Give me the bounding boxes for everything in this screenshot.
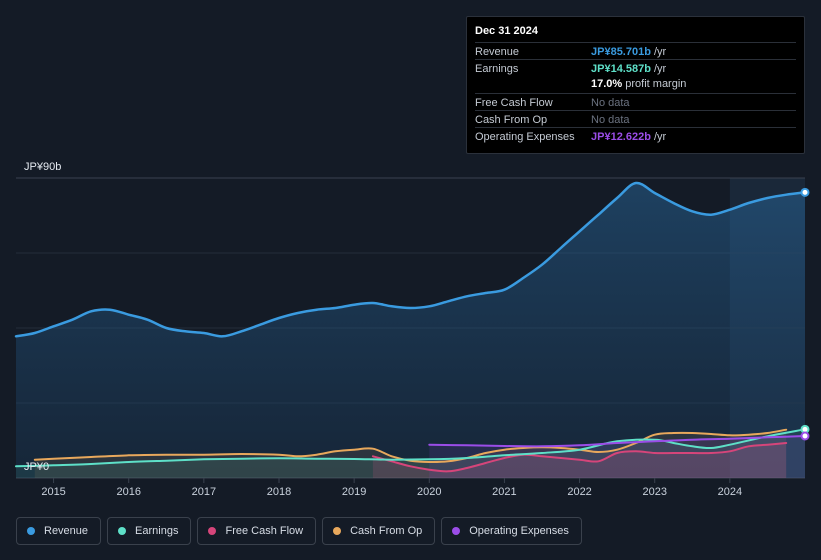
tooltip-label: Revenue: [475, 46, 520, 58]
tooltip-row-cash-from-op: Cash From Op No data: [475, 110, 796, 128]
legend-item-revenue[interactable]: Revenue: [16, 517, 102, 545]
free-cash-flow-dot-icon: [208, 527, 217, 535]
tooltip-panel: Dec 31 2024 Revenue JP¥85.701b /yr Earni…: [466, 16, 805, 154]
tooltip-label: Earnings: [475, 63, 519, 75]
earnings-dot-icon: [118, 527, 127, 535]
legend-item-operating-expenses[interactable]: Operating Expenses: [441, 517, 582, 545]
x-tick-label: 2023: [642, 486, 666, 498]
x-tick-label: 2021: [492, 486, 516, 498]
x-tick-label: 2016: [116, 486, 140, 498]
operating-expenses-dot-icon: [452, 527, 461, 535]
revenue-line: [14, 181, 807, 338]
y-axis-min-label: JP¥0: [24, 461, 49, 473]
tooltip-label: Free Cash Flow: [475, 97, 553, 109]
tooltip-profit-margin: 17.0% profit margin: [591, 78, 687, 90]
legend-label: Revenue: [44, 525, 89, 537]
tooltip-row-earnings: Earnings JP¥14.587b /yr: [475, 59, 796, 77]
legend-label: Earnings: [135, 525, 179, 537]
cash-from-op-dot-icon: [333, 527, 342, 535]
tooltip-row-free-cash-flow: Free Cash Flow No data: [475, 93, 796, 111]
x-tick-label: 2018: [267, 486, 291, 498]
legend-label: Cash From Op: [350, 525, 423, 537]
legend-item-cash-from-op[interactable]: Cash From Op: [322, 517, 436, 545]
tooltip-date: Dec 31 2024: [475, 25, 538, 37]
legend-item-free-cash-flow[interactable]: Free Cash Flow: [197, 517, 317, 545]
tooltip-value: No data: [591, 114, 630, 126]
x-tick-label: 2022: [567, 486, 591, 498]
x-axis-ticks: 2015 2016 2017 2018 2019 2020 2021 2022 2023 2024: [41, 478, 742, 498]
tooltip-value: JP¥85.701b /yr: [591, 46, 667, 58]
series-endpoints: [800, 187, 810, 441]
revenue-dot-icon: [27, 527, 35, 535]
operating-expenses-line: [428, 435, 806, 448]
revenue-endpoint: [800, 187, 810, 197]
x-tick-label: 2024: [718, 486, 742, 498]
series-lines: [14, 181, 807, 473]
earnings-area: [16, 429, 805, 478]
legend-label: Free Cash Flow: [225, 525, 304, 537]
legend-item-earnings[interactable]: Earnings: [107, 517, 192, 545]
tooltip-value: No data: [591, 97, 630, 109]
y-axis-max-label: JP¥90b: [24, 161, 61, 173]
x-tick-label: 2019: [342, 486, 366, 498]
x-tick-label: 2017: [192, 486, 216, 498]
operating-expenses-endpoint: [800, 431, 810, 441]
tooltip-row-operating-expenses: Operating Expenses JP¥12.622b /yr: [475, 127, 796, 145]
free-cash-flow-line: [371, 442, 788, 473]
revenue-area: [16, 182, 805, 479]
legend-label: Operating Expenses: [469, 525, 569, 537]
tooltip-value: JP¥14.587b /yr: [591, 63, 667, 75]
tooltip-row-revenue: Revenue JP¥85.701b /yr: [475, 42, 796, 60]
tooltip-value: JP¥12.622b /yr: [591, 131, 667, 143]
cash-from-op-area: [34, 429, 787, 478]
tooltip-label: Operating Expenses: [475, 131, 575, 143]
legend: Revenue Earnings Free Cash Flow Cash Fro…: [16, 517, 582, 547]
x-tick-label: 2020: [417, 486, 441, 498]
earnings-line: [15, 428, 806, 468]
tooltip-label: Cash From Op: [475, 114, 548, 126]
x-tick-label: 2015: [41, 486, 65, 498]
